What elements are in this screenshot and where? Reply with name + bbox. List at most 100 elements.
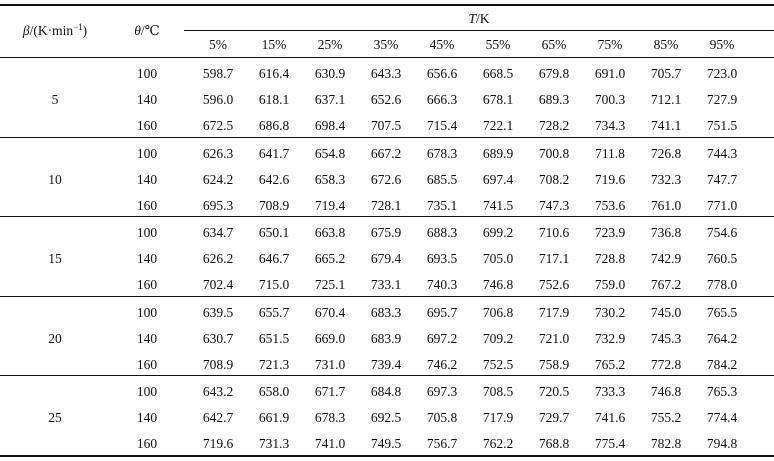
value-cell: 732.9 [594, 330, 626, 346]
value-cell: 746.8 [482, 277, 514, 293]
value-cell: 772.8 [650, 356, 682, 372]
bottom-rule [0, 455, 774, 457]
value-cell: 700.8 [538, 145, 570, 161]
value-cell: 639.5 [202, 304, 234, 320]
value-cell: 765.2 [594, 356, 626, 372]
value-cell: 771.0 [706, 197, 738, 213]
value-cell: 665.2 [314, 251, 346, 267]
value-cell: 697.2 [426, 330, 458, 346]
beta-cell: 15 [48, 251, 62, 267]
value-cell: 778.0 [706, 277, 738, 293]
value-cell: 708.2 [538, 171, 570, 187]
beta-cell: 25 [48, 410, 62, 426]
value-cell: 630.9 [314, 66, 346, 81]
value-cell: 741.5 [482, 197, 514, 213]
theta-cell: 140 [136, 251, 158, 267]
theta-cell: 100 [136, 384, 158, 400]
value-cell: 684.8 [370, 384, 402, 400]
value-cell: 745.0 [650, 304, 682, 320]
value-cell: 705.7 [650, 66, 682, 81]
value-cell: 655.7 [258, 304, 290, 320]
value-cell: 618.1 [258, 92, 290, 107]
value-cell: 679.8 [538, 66, 570, 81]
value-cell: 708.9 [258, 197, 290, 213]
value-cell: 679.4 [370, 251, 402, 267]
value-cell: 723.0 [706, 66, 738, 81]
percent-column-header: 25% [317, 37, 343, 52]
value-cell: 693.5 [426, 251, 458, 267]
value-cell: 747.3 [538, 197, 570, 213]
value-cell: 656.6 [426, 66, 458, 81]
value-cell: 759.0 [594, 277, 626, 293]
value-cell: 692.5 [370, 410, 402, 426]
value-cell: 741.6 [594, 410, 626, 426]
theta-cell: 100 [136, 304, 158, 320]
value-cell: 733.3 [594, 384, 626, 400]
value-cell: 652.6 [370, 92, 402, 107]
value-cell: 689.9 [482, 145, 514, 161]
header-bottom-rule [0, 57, 774, 58]
value-cell: 733.1 [370, 277, 402, 293]
value-cell: 675.9 [370, 225, 402, 241]
value-cell: 764.2 [706, 330, 738, 346]
value-cell: 695.7 [426, 304, 458, 320]
value-cell: 725.1 [314, 277, 346, 293]
value-cell: 698.4 [314, 118, 346, 133]
header-sub-rule [184, 30, 774, 31]
value-cell: 668.5 [482, 66, 514, 81]
theta-cell: 160 [136, 356, 158, 372]
value-cell: 721.0 [538, 330, 570, 346]
value-cell: 717.9 [538, 304, 570, 320]
theta-symbol: θ [134, 23, 141, 38]
group-divider [0, 375, 774, 376]
value-cell: 626.2 [202, 251, 234, 267]
value-cell: 726.8 [650, 145, 682, 161]
value-cell: 683.3 [370, 304, 402, 320]
beta-cell: 20 [48, 330, 62, 346]
theta-cell: 100 [136, 225, 158, 241]
beta-cell: 5 [51, 92, 59, 107]
percent-column-header: 35% [373, 37, 399, 52]
value-cell: 760.5 [706, 251, 738, 267]
value-cell: 598.7 [202, 66, 234, 81]
value-cell: 626.3 [202, 145, 234, 161]
beta-exponent: −1 [73, 22, 83, 32]
value-cell: 746.8 [650, 384, 682, 400]
value-cell: 744.3 [706, 145, 738, 161]
value-cell: 697.3 [426, 384, 458, 400]
value-cell: 642.6 [258, 171, 290, 187]
percent-column-header: 15% [261, 37, 287, 52]
percent-column-header: 45% [429, 37, 455, 52]
value-cell: 672.6 [370, 171, 402, 187]
value-cell: 717.1 [538, 251, 570, 267]
value-cell: 723.9 [594, 225, 626, 241]
value-cell: 691.0 [594, 66, 626, 81]
group-divider [0, 296, 774, 297]
theta-cell: 140 [136, 410, 158, 426]
value-cell: 732.3 [650, 171, 682, 187]
value-cell: 731.3 [258, 436, 290, 452]
percent-column-header: 75% [597, 37, 623, 52]
value-cell: 749.5 [370, 436, 402, 452]
value-cell: 710.6 [538, 225, 570, 241]
value-cell: 735.1 [426, 197, 458, 213]
value-cell: 709.2 [482, 330, 514, 346]
value-cell: 754.6 [706, 225, 738, 241]
value-cell: 686.8 [258, 118, 290, 133]
value-cell: 643.2 [202, 384, 234, 400]
value-cell: 722.1 [482, 118, 514, 133]
value-cell: 717.9 [482, 410, 514, 426]
value-cell: 678.3 [426, 145, 458, 161]
value-cell: 721.3 [258, 356, 290, 372]
percent-column-header: 95% [709, 37, 735, 52]
value-cell: 708.9 [202, 356, 234, 372]
value-cell: 765.5 [706, 304, 738, 320]
value-cell: 705.8 [426, 410, 458, 426]
top-rule [0, 4, 774, 6]
value-cell: 767.2 [650, 277, 682, 293]
value-cell: 711.8 [595, 145, 625, 161]
value-cell: 695.3 [202, 197, 234, 213]
theta-cell: 140 [136, 92, 158, 107]
value-cell: 708.5 [482, 384, 514, 400]
value-cell: 658.0 [258, 384, 290, 400]
